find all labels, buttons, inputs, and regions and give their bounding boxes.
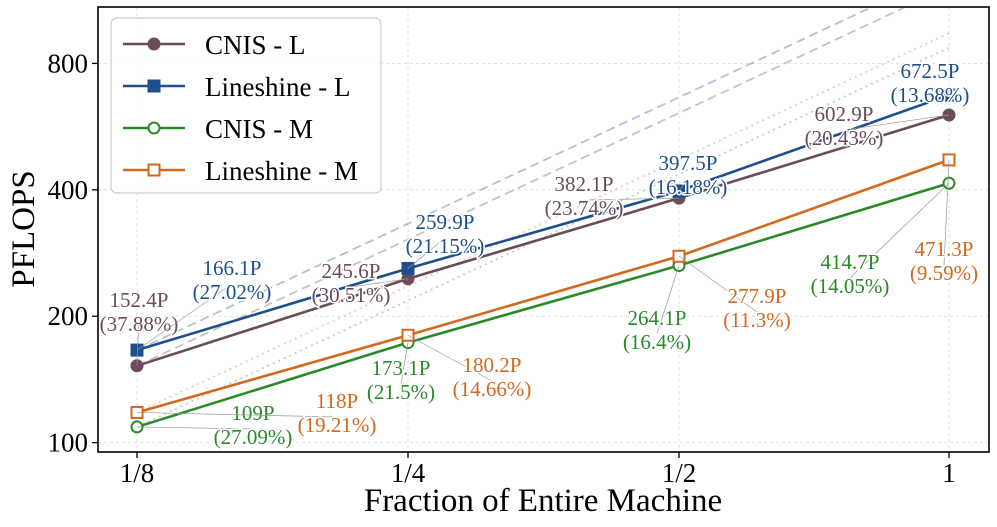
annotation-leader [407, 237, 446, 269]
x-axis-label: Fraction of Entire Machine [364, 483, 722, 519]
data-label: 118P [316, 389, 358, 413]
annotation-leader [136, 426, 254, 430]
annotation-leader [400, 342, 409, 385]
ideal-scaling-line [136, 7, 908, 367]
annotation-leader [583, 197, 680, 201]
data-label: (27.09%) [214, 425, 293, 449]
data-point [147, 121, 161, 135]
axis-ticks: 100 200 400 800 1/8 1/4 1/2 1 [48, 48, 956, 488]
data-label: (23.74%) [545, 196, 624, 220]
data-label: (14.66%) [453, 377, 532, 401]
x-tick-label: 1/4 [391, 458, 426, 488]
data-label: 152.4P [110, 288, 169, 312]
data-label: 471.3P [915, 237, 974, 261]
data-label: (16.4%) [623, 330, 691, 354]
data-label: (16.18%) [649, 175, 728, 199]
data-label: 180.2P [463, 353, 522, 377]
data-label: (19.21%) [298, 413, 377, 437]
data-label: (21.15%) [406, 234, 485, 258]
x-tick-label: 1/8 [120, 458, 155, 488]
data-label: 602.9P [815, 102, 874, 126]
data-label: (27.02%) [193, 280, 272, 304]
data-label: (37.88%) [100, 312, 179, 336]
annotation-leader [656, 265, 680, 335]
data-label: 382.1P [555, 172, 614, 196]
data-label: (9.59%) [910, 261, 978, 285]
annotation-leader [943, 159, 950, 266]
annotation-leader [136, 315, 140, 366]
data-labels: 152.4P(37.88%) 245.6P(30.51%) 382.1P(23.74… [98, 58, 979, 451]
y-tick-label: 100 [48, 428, 89, 458]
data-label: (14.05%) [811, 274, 890, 298]
y-tick-label: 800 [48, 48, 89, 78]
legend-entry: CNIS - M [205, 114, 313, 144]
series-line [136, 113, 950, 368]
annotation-leader [136, 412, 338, 418]
data-label: 264.1P [628, 306, 687, 330]
x-tick-label: 1/2 [662, 458, 697, 488]
data-label: 277.9P [728, 284, 787, 308]
data-label: 173.1P [372, 356, 431, 380]
data-label: 397.5P [659, 151, 718, 175]
ideal-scaling-line [136, 7, 874, 351]
annotation-leader [678, 178, 689, 192]
x-tick-label: 1 [942, 458, 956, 488]
series-line [136, 158, 950, 414]
legend-entry: CNIS - L [205, 30, 306, 60]
series-line [136, 93, 950, 352]
legend-box [110, 17, 382, 194]
legend-entry: Lineshine - M [205, 156, 358, 186]
annotation-leader [407, 334, 493, 382]
annotation-leader [136, 283, 233, 351]
data-label: 166.1P [203, 256, 262, 280]
data-label: 245.6P [322, 259, 381, 283]
reference-lines [136, 7, 950, 428]
data-label: 672.5P [901, 59, 960, 83]
data-label: 259.9P [416, 210, 475, 234]
annotation-leader [843, 114, 950, 131]
data-label: 414.7P [821, 250, 880, 274]
annotation-leader [849, 182, 950, 279]
data-label: (13.68%) [891, 83, 970, 107]
series-line [136, 181, 950, 429]
data-point [147, 79, 161, 93]
y-tick-label: 400 [48, 175, 89, 205]
annotation-leader [929, 86, 950, 96]
legend-entry: Lineshine - L [205, 72, 350, 102]
data-point [147, 163, 161, 177]
annotation-leader [350, 278, 409, 288]
y-axis-label: PFLOPS [6, 170, 42, 287]
plot-frame [97, 6, 990, 453]
data-label: (11.3%) [723, 308, 790, 332]
data-label: (30.51%) [312, 283, 391, 307]
y-tick-label: 200 [48, 301, 89, 331]
data-label: (21.5%) [367, 380, 435, 404]
annotation-leader [678, 255, 758, 313]
data-label: (20.43%) [805, 126, 884, 150]
grid [98, 7, 989, 452]
data-point [147, 37, 161, 51]
legend: CNIS - L Lineshine - L CNIS - M Lineshine -… [110, 17, 382, 194]
data-label: 109P [231, 401, 274, 425]
